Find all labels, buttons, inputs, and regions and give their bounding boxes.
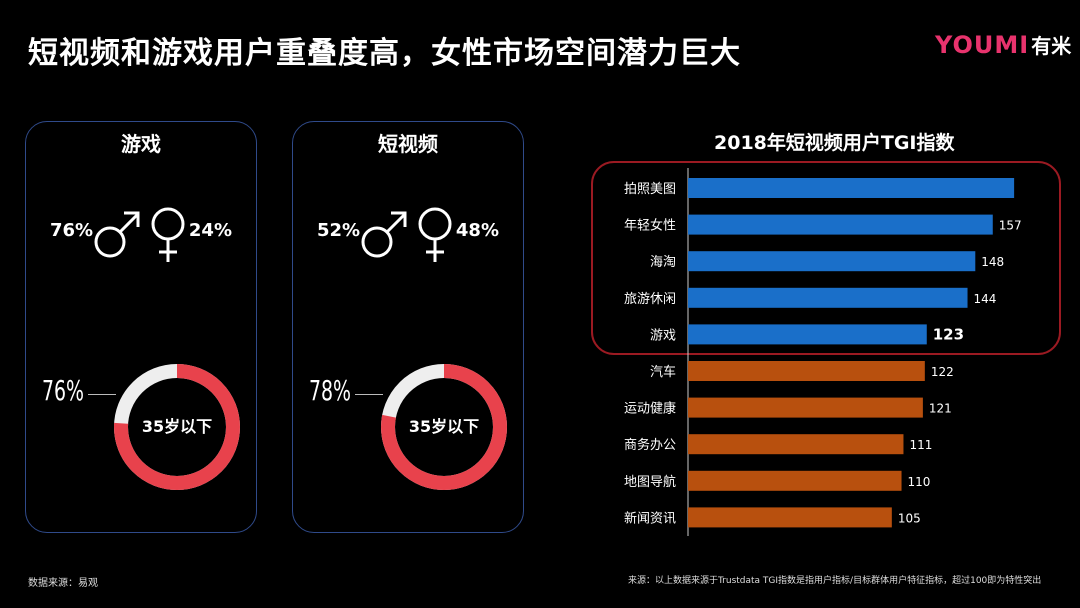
bar [688,324,927,345]
category-label: 游戏 [650,328,676,343]
bar [688,507,892,528]
panel-title: 游戏 [121,132,161,156]
bar [688,251,976,272]
source-right: 来源：以上数据来源于Trustdata TGI指数是指用户指标/目标群体用户特征… [628,576,1042,586]
value-label: 122 [931,365,954,379]
value-label: 148 [981,255,1004,269]
panel-short-video: 短视频 52% 48% 78% 35岁以下 [292,121,524,533]
value-label: 144 [974,292,997,306]
bar [688,470,902,491]
value-label: 123 [933,325,964,343]
panel-title: 短视频 [378,132,438,156]
male-icon [94,211,140,258]
male-icon [361,211,407,258]
female-icon [151,207,185,262]
category-label: 旅游休闲 [624,292,676,307]
value-label: 111 [909,438,932,452]
category-label: 汽车 [650,364,676,380]
female-pct: 48% [455,220,499,241]
female-pct: 24% [188,220,232,241]
leader-line [355,394,383,395]
category-label: 商务办公 [624,437,676,453]
donut-fill [114,364,240,490]
panel-game: 游戏 76% 24% 76% 35岁以下 [25,121,257,533]
bar [688,287,968,308]
female-icon [418,207,452,262]
leader-line [88,394,116,395]
bar [688,214,993,235]
gender-ratio: 52% 48% [293,204,523,264]
male-pct: 52% [317,220,361,241]
value-label: 121 [929,402,952,416]
source-left: 数据来源：易观 [28,578,98,589]
value-label: 105 [898,511,921,525]
value-label: 157 [999,219,1022,233]
logo-cn: 有米 [1031,34,1072,58]
gender-ratio: 76% 24% [26,204,256,264]
donut-chart: 35岁以下 [114,364,240,490]
category-label: 海淘 [650,255,676,270]
category-label: 运动健康 [624,401,676,417]
logo: YOUMI 有米 [935,30,1071,59]
donut-label: 76% [42,374,84,407]
male-pct: 76% [50,220,94,241]
category-label: 年轻女性 [624,218,676,234]
bar [688,397,923,418]
chart-title: 2018年短视频用户TGI指数 [714,132,955,154]
bar [688,434,904,455]
category-label: 拍照美图 [624,182,676,197]
category-label: 新闻资讯 [624,510,676,526]
donut-center-label: 35岁以下 [142,417,212,436]
category-label: 地图导航 [624,474,676,490]
donut-chart: 35岁以下 [381,364,507,490]
highlight-box [591,161,1061,355]
logo-brand: YOUMI [935,31,1030,59]
slide-title: 短视频和游戏用户重叠度高，女性市场空间潜力巨大 [28,36,741,71]
bar [688,361,925,381]
donut-center-label: 35岁以下 [409,417,479,436]
value-label: 110 [908,475,931,489]
donut-fill [381,364,507,490]
bar [688,178,1015,198]
donut-label: 78% [309,374,351,407]
